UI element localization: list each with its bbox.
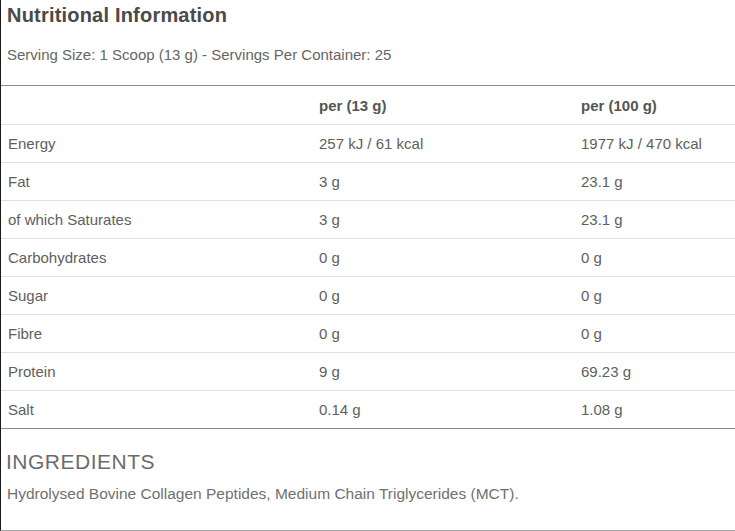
- table-row: of which Saturates 3 g 23.1 g: [1, 201, 735, 239]
- column-header-per-serving: per (13 g): [313, 86, 575, 125]
- row-value-per-serving: 3 g: [313, 163, 575, 201]
- table-row: Salt 0.14 g 1.08 g: [1, 391, 735, 429]
- row-value-per-serving: 0 g: [313, 277, 575, 315]
- table-row: Carbohydrates 0 g 0 g: [1, 239, 735, 277]
- ingredients-text: Hydrolysed Bovine Collagen Peptides, Med…: [7, 485, 735, 503]
- row-value-per-100g: 69.23 g: [575, 353, 735, 391]
- row-label: Fat: [1, 163, 313, 201]
- row-label: of which Saturates: [1, 201, 313, 239]
- row-value-per-100g: 23.1 g: [575, 201, 735, 239]
- row-label: Salt: [1, 391, 313, 429]
- row-value-per-serving: 0.14 g: [313, 391, 575, 429]
- row-value-per-100g: 23.1 g: [575, 163, 735, 201]
- row-value-per-serving: 0 g: [313, 239, 575, 277]
- table-row: Fat 3 g 23.1 g: [1, 163, 735, 201]
- row-label: Sugar: [1, 277, 313, 315]
- table-row: Sugar 0 g 0 g: [1, 277, 735, 315]
- row-value-per-100g: 0 g: [575, 315, 735, 353]
- serving-info: Serving Size: 1 Scoop (13 g) - Servings …: [7, 47, 735, 63]
- table-row: Protein 9 g 69.23 g: [1, 353, 735, 391]
- row-label: Carbohydrates: [1, 239, 313, 277]
- row-label: Energy: [1, 125, 313, 163]
- nutrition-table: per (13 g) per (100 g) Energy 257 kJ / 6…: [1, 85, 735, 429]
- row-value-per-serving: 3 g: [313, 201, 575, 239]
- row-value-per-serving: 257 kJ / 61 kcal: [313, 125, 575, 163]
- row-value-per-100g: 1977 kJ / 470 kcal: [575, 125, 735, 163]
- table-row: Fibre 0 g 0 g: [1, 315, 735, 353]
- row-value-per-serving: 0 g: [313, 315, 575, 353]
- row-label: Protein: [1, 353, 313, 391]
- page-title: Nutritional Information: [7, 4, 735, 27]
- nutrition-panel: Nutritional Information Serving Size: 1 …: [1, 4, 735, 503]
- row-value-per-100g: 0 g: [575, 277, 735, 315]
- column-header-per-100g: per (100 g): [575, 86, 735, 125]
- table-header-row: per (13 g) per (100 g): [1, 86, 735, 125]
- row-label: Fibre: [1, 315, 313, 353]
- row-value-per-100g: 1.08 g: [575, 391, 735, 429]
- row-value-per-serving: 9 g: [313, 353, 575, 391]
- table-row: Energy 257 kJ / 61 kcal 1977 kJ / 470 kc…: [1, 125, 735, 163]
- column-header-label: [1, 86, 313, 125]
- ingredients-heading: INGREDIENTS: [6, 450, 735, 474]
- row-value-per-100g: 0 g: [575, 239, 735, 277]
